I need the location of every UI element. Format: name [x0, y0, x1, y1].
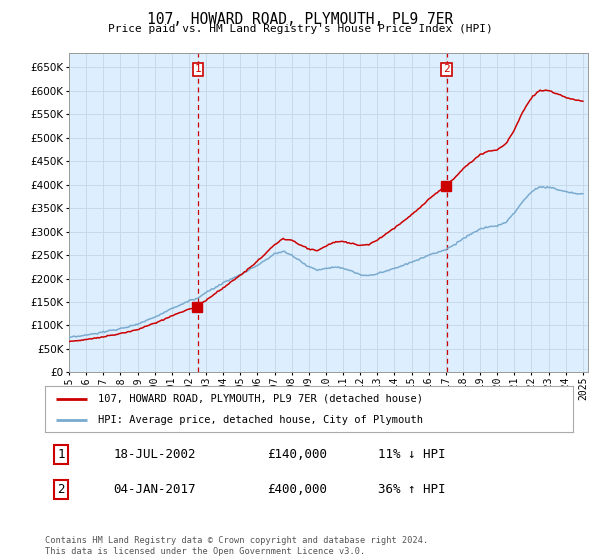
Text: 18-JUL-2002: 18-JUL-2002 [113, 447, 196, 461]
Text: HPI: Average price, detached house, City of Plymouth: HPI: Average price, detached house, City… [98, 415, 423, 425]
Text: 36% ↑ HPI: 36% ↑ HPI [377, 483, 445, 496]
Text: Price paid vs. HM Land Registry's House Price Index (HPI): Price paid vs. HM Land Registry's House … [107, 24, 493, 34]
Text: 11% ↓ HPI: 11% ↓ HPI [377, 447, 445, 461]
Text: 107, HOWARD ROAD, PLYMOUTH, PL9 7ER: 107, HOWARD ROAD, PLYMOUTH, PL9 7ER [147, 12, 453, 27]
Text: 2: 2 [57, 483, 65, 496]
Text: 2: 2 [443, 64, 450, 74]
Text: Contains HM Land Registry data © Crown copyright and database right 2024.
This d: Contains HM Land Registry data © Crown c… [45, 536, 428, 556]
Text: £400,000: £400,000 [267, 483, 327, 496]
Text: 1: 1 [195, 64, 202, 74]
Text: £140,000: £140,000 [267, 447, 327, 461]
Text: 107, HOWARD ROAD, PLYMOUTH, PL9 7ER (detached house): 107, HOWARD ROAD, PLYMOUTH, PL9 7ER (det… [98, 394, 423, 404]
Text: 1: 1 [57, 447, 65, 461]
Text: 04-JAN-2017: 04-JAN-2017 [113, 483, 196, 496]
